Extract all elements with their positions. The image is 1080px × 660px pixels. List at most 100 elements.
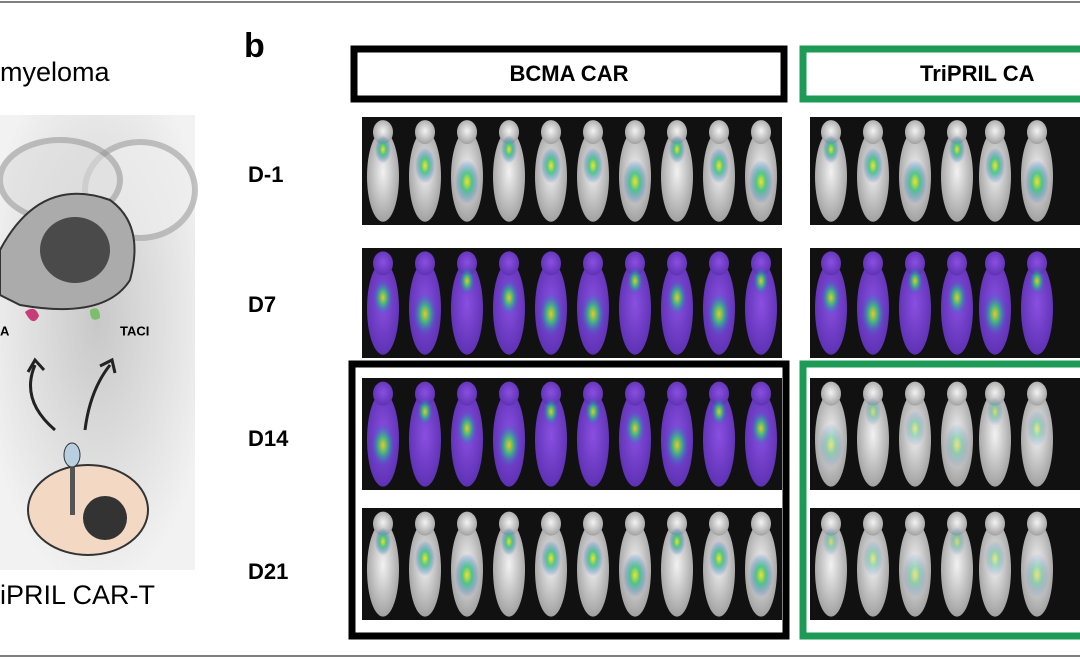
mouse [899, 262, 931, 355]
signal [543, 397, 559, 426]
signal [819, 423, 843, 468]
mouse-head [1027, 511, 1047, 536]
signal [949, 527, 965, 556]
signal [665, 423, 689, 468]
mouse-head [457, 511, 477, 536]
highlight-box [348, 360, 790, 640]
mouse-head [709, 120, 729, 145]
panel-a-title: myeloma [0, 57, 111, 87]
mouse-head [373, 381, 393, 406]
signal [1025, 159, 1049, 204]
mouse-head [709, 251, 729, 276]
mouse-head [457, 251, 477, 276]
mouse [815, 522, 847, 617]
signal [371, 423, 395, 468]
mouse-head [667, 251, 687, 276]
mouse-head [905, 251, 925, 276]
mouse-head [709, 511, 729, 536]
signal [501, 527, 517, 556]
signal [709, 147, 729, 184]
signal [455, 553, 479, 598]
mouse-head [415, 251, 435, 276]
mouse [745, 262, 777, 355]
mouse-head [709, 381, 729, 406]
mouse-head [667, 511, 687, 536]
mouse [409, 392, 441, 487]
mouse [451, 262, 483, 355]
mouse-head [985, 511, 1005, 536]
signal [541, 540, 561, 577]
mouse [661, 522, 693, 617]
signal [413, 292, 437, 336]
signal [373, 279, 393, 316]
arrow-head [99, 357, 117, 374]
mouse-head [751, 251, 771, 276]
mouse [493, 522, 525, 617]
group-header-box [350, 45, 788, 103]
signal [945, 423, 969, 468]
mouse-head [905, 511, 925, 536]
mouse-head [821, 511, 841, 536]
signal [539, 292, 563, 336]
mouse-head [821, 381, 841, 406]
mouse [535, 392, 567, 487]
car-receptor [70, 450, 75, 515]
group-header: TriPRIL CA [920, 61, 1035, 86]
mouse [703, 392, 735, 487]
group-header: BCMA CAR [510, 61, 629, 86]
receptor-label: A [0, 323, 10, 338]
mouse-head [415, 381, 435, 406]
mouse-head [905, 120, 925, 145]
mouse-head [499, 511, 519, 536]
panel-letter: b [244, 27, 265, 65]
row-label: D-1 [248, 162, 283, 187]
mouse-head [625, 120, 645, 145]
mouse [577, 392, 609, 487]
mouse-head [751, 381, 771, 406]
signal [581, 292, 605, 336]
mouse [619, 262, 651, 355]
mouse-head [499, 381, 519, 406]
mouse-head [947, 381, 967, 406]
signal [823, 135, 839, 164]
bcma-receptor [25, 308, 39, 322]
signal [669, 527, 685, 556]
signal [1027, 410, 1047, 447]
signal [415, 147, 435, 184]
signal [501, 135, 517, 164]
mouse-head [985, 381, 1005, 406]
signal [985, 147, 1005, 184]
signal [711, 397, 727, 426]
mouse [493, 131, 525, 222]
mouse-head [583, 251, 603, 276]
group-header-box [799, 45, 1080, 103]
signal [1025, 553, 1049, 598]
mouse-head [457, 381, 477, 406]
mouse-head [751, 511, 771, 536]
mouse-head [499, 120, 519, 145]
signal [457, 410, 477, 447]
mouse-head [821, 120, 841, 145]
signal [627, 267, 643, 295]
signal [947, 279, 967, 316]
mouse-head [625, 251, 645, 276]
signal [669, 135, 685, 164]
mouse [979, 392, 1011, 487]
nucleus [40, 217, 110, 283]
signal [823, 527, 839, 556]
mouse-head [625, 381, 645, 406]
car-receptor-head [63, 442, 81, 468]
signal [821, 279, 841, 316]
signal [455, 159, 479, 204]
mouse-head [947, 251, 967, 276]
taci-receptor [90, 308, 100, 320]
mouse-head [1027, 251, 1047, 276]
mouse-head [373, 251, 393, 276]
cell-label: iPRIL CAR-T [0, 580, 155, 610]
mouse [941, 131, 973, 222]
mouse-head [541, 120, 561, 145]
signal [863, 147, 883, 184]
mouse [941, 522, 973, 617]
